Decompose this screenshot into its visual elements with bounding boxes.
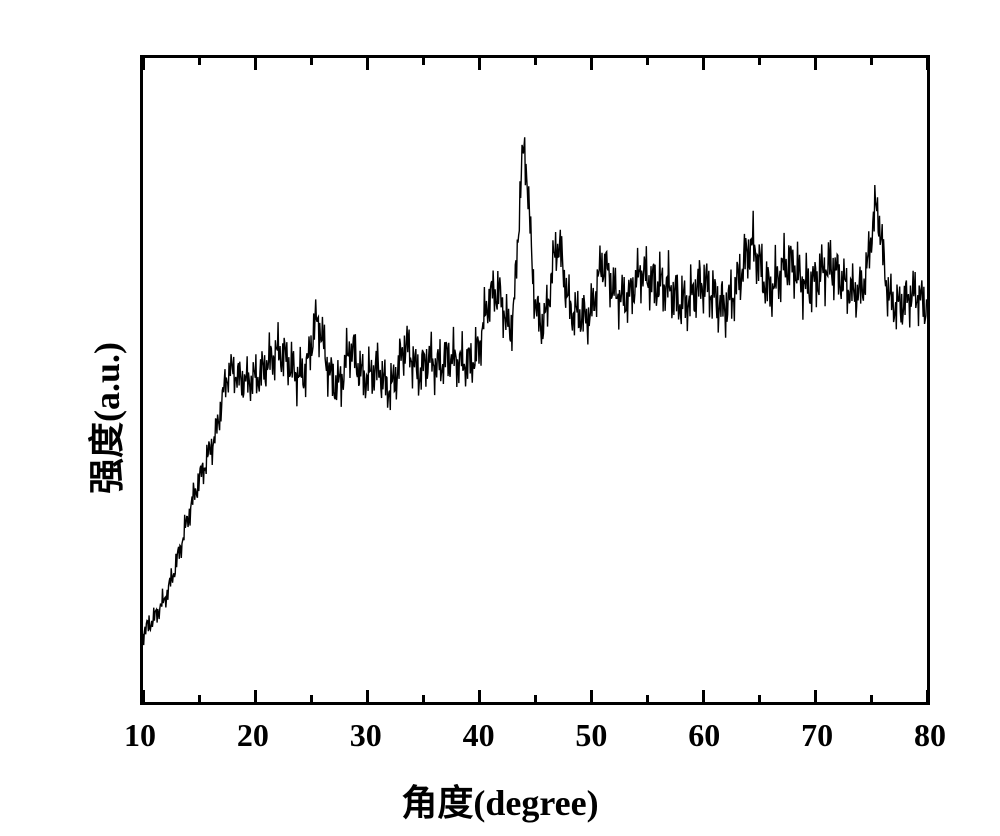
- x-tick: [702, 58, 705, 70]
- x-tick: [366, 58, 369, 70]
- x-tick: [814, 58, 817, 70]
- x-tick: [422, 58, 425, 65]
- x-tick: [926, 690, 929, 702]
- x-tick: [142, 58, 145, 70]
- x-tick: [870, 58, 873, 65]
- x-tick: [198, 695, 201, 702]
- x-tick: [814, 690, 817, 702]
- x-tick: [478, 690, 481, 702]
- x-tick-label: 70: [801, 717, 833, 754]
- x-tick: [758, 58, 761, 65]
- x-tick-label: 50: [575, 717, 607, 754]
- x-tick-label: 10: [124, 717, 156, 754]
- x-tick: [198, 58, 201, 65]
- x-tick: [702, 690, 705, 702]
- x-tick: [646, 58, 649, 65]
- x-tick-label: 20: [237, 717, 269, 754]
- x-tick: [254, 58, 257, 70]
- x-tick-label: 60: [688, 717, 720, 754]
- x-tick: [310, 58, 313, 65]
- x-tick: [422, 695, 425, 702]
- xrd-line-svg: [143, 58, 927, 702]
- x-tick: [366, 690, 369, 702]
- x-tick-label: 40: [463, 717, 495, 754]
- x-tick: [590, 690, 593, 702]
- plot-area: [140, 55, 930, 705]
- x-tick: [310, 695, 313, 702]
- x-tick: [142, 690, 145, 702]
- x-tick: [534, 695, 537, 702]
- x-tick-label: 80: [914, 717, 946, 754]
- chart-container: 强度(a.u.) 角度(degree) 10 20 30 40 50 60 70 80: [0, 0, 1000, 836]
- x-tick: [646, 695, 649, 702]
- x-axis-label: 角度(degree): [401, 774, 598, 826]
- y-axis-label: 强度(a.u.): [78, 342, 130, 494]
- x-tick: [590, 58, 593, 70]
- x-tick-labels: 1020304050607080: [140, 705, 930, 755]
- x-tick-label: 30: [350, 717, 382, 754]
- x-tick: [534, 58, 537, 65]
- x-tick: [758, 695, 761, 702]
- x-tick: [926, 58, 929, 70]
- x-tick: [870, 695, 873, 702]
- x-tick: [478, 58, 481, 70]
- x-tick: [254, 690, 257, 702]
